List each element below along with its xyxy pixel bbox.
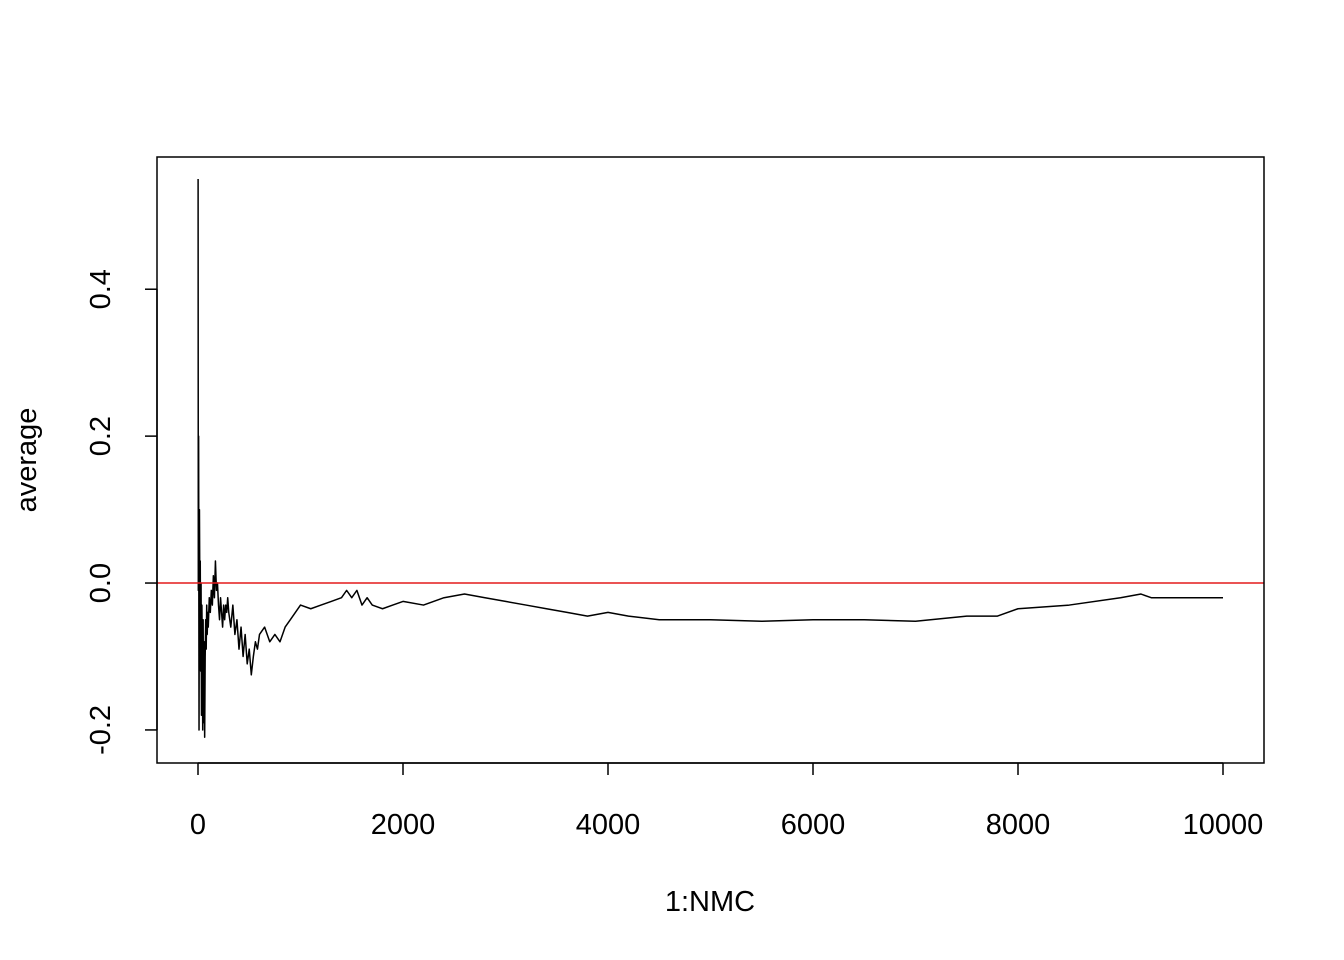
series-line-0: [197, 179, 1223, 739]
x-tick-label: 2000: [371, 809, 436, 841]
y-tick-label: 0.2: [85, 416, 117, 456]
y-axis-title: average: [11, 408, 43, 513]
x-axis-title: 1:NMC: [665, 886, 755, 918]
y-tick-label: -0.2: [85, 705, 117, 755]
x-tick-label: 10000: [1183, 809, 1264, 841]
x-tick-label: 0: [190, 809, 206, 841]
x-tick-label: 8000: [986, 809, 1051, 841]
x-tick-label: 6000: [781, 809, 846, 841]
x-axis: 0 2000 4000 6000 8000 10000: [190, 762, 1264, 841]
y-tick-label: 0.4: [85, 269, 117, 309]
x-tick-label: 4000: [576, 809, 641, 841]
y-tick-label: 0.0: [85, 563, 117, 603]
y-axis: -0.2 0.0 0.2 0.4: [85, 269, 158, 755]
